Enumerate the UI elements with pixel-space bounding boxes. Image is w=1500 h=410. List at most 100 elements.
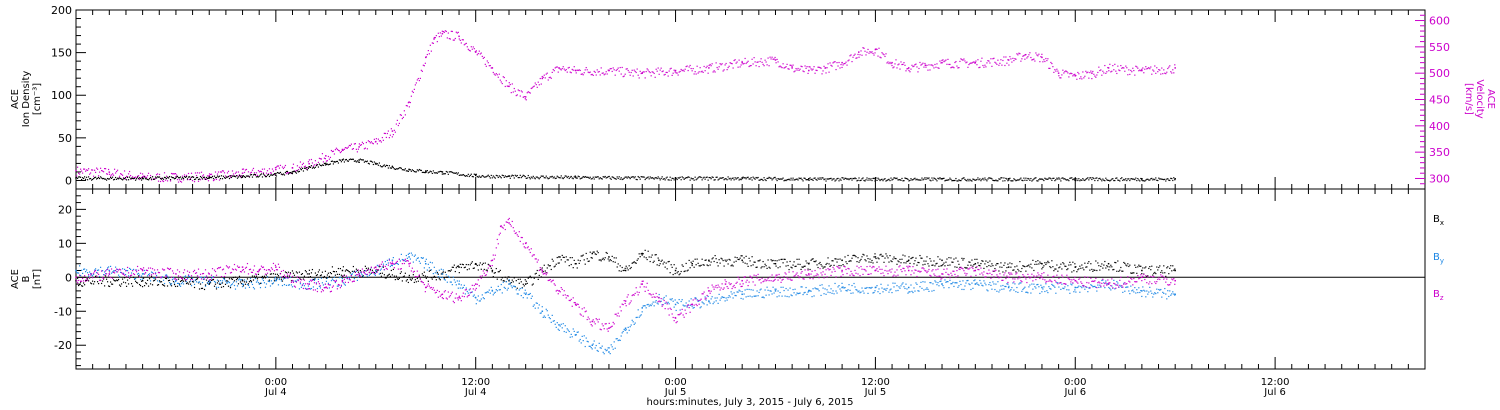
bx-dot bbox=[954, 266, 956, 268]
velocity-dot bbox=[897, 64, 899, 66]
by-dot bbox=[331, 278, 334, 280]
by-dot bbox=[586, 340, 588, 342]
velocity-dot bbox=[335, 147, 338, 149]
ion-density-dot bbox=[766, 177, 768, 180]
velocity-dot bbox=[860, 50, 862, 52]
bz-dot bbox=[279, 273, 282, 275]
velocity-dot bbox=[176, 178, 179, 181]
by-dot bbox=[244, 287, 247, 289]
velocity-dot bbox=[590, 74, 592, 76]
velocity-point bbox=[241, 172, 244, 174]
bx-dot bbox=[659, 263, 661, 265]
velocity-dot bbox=[343, 148, 346, 150]
velocity-dot bbox=[950, 67, 952, 69]
velocity-dot bbox=[737, 66, 739, 68]
bx-dot bbox=[910, 257, 912, 260]
bx-dot bbox=[1003, 264, 1005, 266]
by-dot bbox=[915, 282, 917, 284]
by-dot bbox=[497, 285, 499, 287]
bx-point bbox=[774, 262, 777, 265]
bz-dot bbox=[145, 269, 148, 271]
bx-dot bbox=[223, 277, 226, 279]
bx-dot bbox=[191, 280, 194, 283]
ion-density-dot bbox=[884, 178, 886, 180]
by-dot bbox=[1002, 284, 1004, 287]
by-dot bbox=[1007, 283, 1009, 285]
by-dot bbox=[839, 288, 841, 290]
velocity-dot bbox=[1072, 75, 1074, 77]
by-dot bbox=[662, 298, 664, 300]
ion-density-dot bbox=[405, 170, 407, 172]
velocity-dot bbox=[585, 66, 587, 69]
velocity-dot bbox=[310, 158, 313, 161]
bz-dot bbox=[257, 271, 260, 273]
bx-dot bbox=[953, 258, 955, 260]
ion-density-dot bbox=[603, 176, 605, 178]
bx-dot bbox=[454, 270, 456, 273]
ion-density-dot bbox=[393, 168, 395, 170]
velocity-dot bbox=[808, 66, 810, 68]
bx-dot bbox=[1033, 269, 1035, 272]
velocity-dot bbox=[740, 64, 742, 66]
bx-dot bbox=[924, 263, 926, 265]
velocity-dot bbox=[1057, 70, 1059, 72]
ion-density-dot bbox=[327, 164, 330, 166]
ion-density-dot bbox=[637, 175, 639, 178]
by-dot bbox=[224, 280, 227, 282]
by-dot bbox=[113, 270, 116, 272]
bx-dot bbox=[275, 278, 278, 280]
ion-density-dot bbox=[1094, 179, 1096, 182]
velocity-dot bbox=[666, 71, 668, 74]
bx-dot bbox=[519, 278, 521, 280]
bx-dot bbox=[1022, 265, 1024, 267]
y-tick-label: 0 bbox=[65, 271, 72, 284]
bz-dot bbox=[169, 267, 172, 270]
bx-dot bbox=[507, 276, 509, 278]
ion-density-dot bbox=[420, 169, 422, 172]
ion-density-dot bbox=[243, 176, 246, 178]
velocity-dot bbox=[133, 176, 136, 179]
velocity-dot bbox=[1020, 60, 1022, 62]
by-dot bbox=[1089, 287, 1091, 289]
velocity-point bbox=[325, 155, 327, 157]
by-dot bbox=[943, 287, 945, 289]
bx-dot bbox=[526, 282, 528, 284]
bz-dot bbox=[147, 267, 150, 269]
velocity-point bbox=[1091, 72, 1093, 74]
by-dot bbox=[701, 301, 703, 303]
by-dot bbox=[1138, 287, 1140, 289]
by-dot bbox=[868, 287, 870, 289]
ion-density-dot bbox=[482, 175, 484, 177]
velocity-dot bbox=[815, 69, 817, 71]
velocity-dot bbox=[624, 73, 626, 75]
by-dot bbox=[89, 272, 92, 275]
ion-density-dot bbox=[86, 179, 89, 181]
bz-dot bbox=[82, 280, 85, 282]
bx-dot bbox=[506, 278, 508, 280]
by-dot bbox=[458, 280, 460, 282]
bx-dot bbox=[688, 259, 690, 262]
bx-dot bbox=[404, 272, 406, 274]
velocity-dot bbox=[269, 172, 272, 174]
by-dot bbox=[626, 332, 628, 334]
bz-dot bbox=[260, 265, 263, 267]
by-dot bbox=[214, 281, 217, 283]
bz-dot bbox=[222, 268, 225, 270]
ion-density-dot bbox=[223, 177, 226, 179]
ion-density-dot bbox=[366, 160, 368, 162]
ion-density-dot bbox=[734, 177, 736, 179]
ion-density-dot bbox=[1154, 179, 1156, 181]
bz-dot bbox=[202, 272, 205, 275]
bx-dot bbox=[177, 278, 180, 280]
bx-dot bbox=[210, 279, 213, 281]
bx-dot bbox=[786, 261, 788, 263]
by-dot bbox=[766, 286, 768, 288]
ion-density-dot bbox=[570, 175, 572, 178]
by-dot bbox=[431, 262, 433, 264]
bx-dot bbox=[605, 251, 607, 254]
ion-density-dot bbox=[199, 175, 202, 178]
by-dot bbox=[975, 283, 977, 285]
bx-dot bbox=[141, 286, 144, 288]
velocity-dot bbox=[451, 30, 453, 33]
bx-dot bbox=[758, 260, 760, 262]
